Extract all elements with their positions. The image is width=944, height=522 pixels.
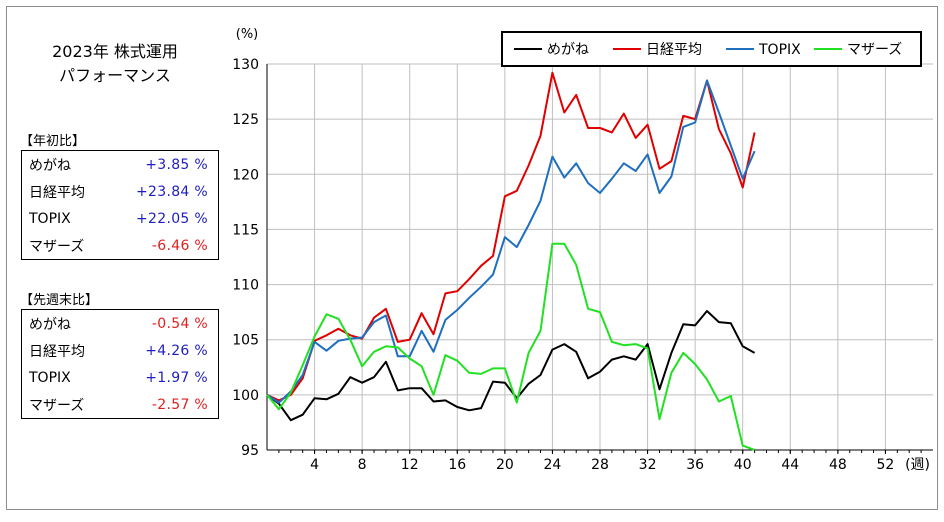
series-line [266, 79, 756, 404]
x-tick-label: 32 [639, 457, 657, 473]
chart-grid [267, 63, 933, 450]
x-tick-label: 16 [448, 457, 466, 473]
y-axis-title: (%) [236, 27, 259, 42]
x-tick-label: 52 [877, 457, 895, 473]
y-tick-label: 95 [241, 443, 259, 459]
y-tick-label: 100 [232, 388, 259, 404]
wow-row-value: -2.57 % [151, 396, 208, 413]
y-tick-label: 120 [232, 167, 259, 183]
chart-legend: めがね 日経平均 TOPIX マザーズ [501, 31, 922, 67]
ytd-row-value: +22.05 % [136, 210, 208, 227]
ytd-row-megane: めがね +3.85 % [22, 151, 218, 178]
x-tick-label: 36 [686, 457, 704, 473]
wow-row-topix: TOPIX +1.97 % [22, 364, 218, 391]
series-line [266, 71, 756, 402]
wow-row-name: めがね [29, 316, 71, 333]
ytd-row-name: めがね [29, 157, 71, 174]
x-tick-label: 44 [781, 457, 799, 473]
ytd-row-value: +3.85 % [145, 156, 208, 173]
wow-row-mothers: マザーズ -2.57 % [22, 391, 218, 418]
ytd-row-mothers: マザーズ -6.46 % [22, 232, 218, 259]
x-tick-label: 40 [734, 457, 752, 473]
y-tick-label: 115 [232, 222, 259, 238]
ytd-performance-box: めがね +3.85 % 日経平均 +23.84 % TOPIX +22.05 % マザ… [21, 150, 219, 260]
x-tick-label: 12 [401, 457, 419, 473]
legend-label: マザーズ [847, 42, 902, 58]
x-tick-label: 28 [591, 457, 609, 473]
legend-label: めがね [547, 42, 589, 58]
ytd-row-name: マザーズ [29, 238, 85, 255]
y-tick-label: 130 [232, 57, 259, 73]
y-tick-label: 110 [232, 278, 259, 294]
panel-title-line2: パフォーマンス [59, 66, 171, 85]
panel-title: 2023年 株式運用 パフォーマンス [40, 40, 190, 88]
panel-title-line1: 2023年 株式運用 [52, 42, 178, 61]
series-line [266, 310, 756, 422]
ytd-section-label: 【年初比】 [20, 134, 86, 149]
wow-row-name: TOPIX [29, 369, 71, 386]
ytd-row-topix: TOPIX +22.05 % [22, 205, 218, 232]
wow-performance-box: めがね -0.54 % 日経平均 +4.26 % TOPIX +1.97 % マザーズ… [21, 309, 219, 419]
wow-row-name: 日経平均 [29, 343, 85, 360]
legend-label: 日経平均 [646, 42, 702, 58]
x-tick-label: 20 [496, 457, 514, 473]
x-tick-label: 8 [358, 457, 367, 473]
wow-section-label: 【先週末比】 [20, 293, 99, 308]
ytd-row-name: 日経平均 [29, 184, 85, 201]
x-axis-title: (週) [905, 457, 930, 473]
x-tick-label: 24 [544, 457, 562, 473]
x-tick-labels: 4 8 12 16 20 24 28 32 36 40 44 48 52 [310, 457, 894, 473]
ytd-row-name: TOPIX [29, 210, 71, 227]
y-tick-label: 125 [232, 112, 259, 128]
wow-row-value: +4.26 % [145, 342, 208, 359]
ytd-row-value: -6.46 % [151, 237, 208, 254]
wow-row-name: マザーズ [29, 397, 85, 414]
x-tick-label: 48 [829, 457, 847, 473]
wow-row-nikkei: 日経平均 +4.26 % [22, 337, 218, 364]
y-tick-labels: 95 100 105 110 115 120 125 130 [232, 57, 259, 459]
x-tick-label: 4 [310, 457, 319, 473]
series-line [266, 242, 755, 451]
ytd-row-value: +23.84 % [136, 183, 208, 200]
y-tick-label: 105 [232, 333, 259, 349]
chart-axes: (%) (週) [236, 27, 933, 473]
ytd-row-nikkei: 日経平均 +23.84 % [22, 178, 218, 205]
wow-row-value: -0.54 % [151, 315, 208, 332]
legend-label: TOPIX [758, 42, 801, 58]
series-lines [266, 71, 756, 451]
wow-row-megane: めがね -0.54 % [22, 310, 218, 337]
legend-box [501, 31, 922, 67]
wow-row-value: +1.97 % [145, 369, 208, 386]
